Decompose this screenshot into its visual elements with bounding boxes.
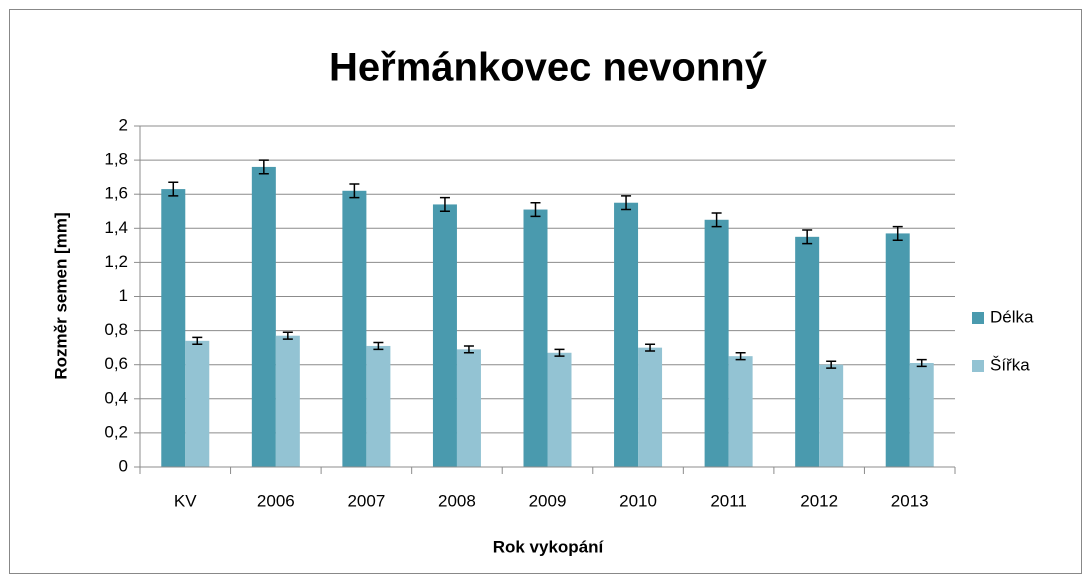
legend-label: Délka [990, 307, 1034, 326]
x-tick-label: 2008 [438, 491, 476, 510]
x-tick-label: 2011 [710, 491, 747, 510]
bar [819, 364, 844, 467]
error-bar [349, 183, 360, 199]
x-tick-label: 2009 [529, 491, 567, 510]
bar [704, 219, 729, 467]
error-bar [645, 343, 656, 352]
error-bar [892, 225, 903, 241]
error-bar [373, 341, 384, 351]
legend-swatch [972, 312, 984, 324]
bar [456, 349, 481, 467]
bar [728, 356, 753, 467]
y-tick-label: 1,8 [104, 150, 128, 169]
x-tick-label: 2006 [257, 491, 295, 510]
bar [275, 335, 300, 467]
error-bar [711, 212, 722, 228]
error-bar [735, 352, 746, 361]
bar [523, 209, 548, 468]
error-bar [530, 201, 541, 218]
chart-title: Heřmánkovec nevonný [329, 46, 768, 90]
x-tick-label: 2012 [800, 491, 838, 510]
error-bar [439, 196, 450, 212]
y-tick-label: 0,6 [104, 354, 128, 373]
bar [185, 340, 210, 467]
y-tick-label: 0,8 [104, 320, 128, 339]
x-tick-label: 2013 [891, 491, 929, 510]
error-bar [554, 348, 565, 357]
x-tick-label: 2010 [619, 491, 657, 510]
bar [432, 204, 457, 467]
y-axis-title: Rozměr semen [mm] [51, 212, 70, 379]
y-tick-label: 1,2 [104, 252, 128, 271]
y-tick-label: 1,6 [104, 184, 128, 203]
error-bar [802, 229, 813, 245]
y-tick-label: 1,4 [104, 218, 128, 237]
bar [161, 189, 186, 467]
x-tick-label: 2007 [347, 491, 385, 510]
y-tick-label: 0,4 [104, 388, 128, 407]
error-bar [463, 345, 474, 354]
bar [547, 352, 572, 467]
bar [795, 236, 820, 467]
error-bar [916, 358, 927, 368]
x-tick-label: KV [174, 491, 197, 510]
bar [909, 362, 934, 467]
legend-swatch [972, 360, 984, 372]
error-bar [168, 181, 179, 197]
error-bar [282, 331, 293, 340]
legend-label: Šířka [990, 355, 1030, 374]
y-tick-label: 0 [119, 456, 128, 475]
bar [342, 190, 367, 468]
error-bar [826, 360, 837, 369]
bar [614, 202, 639, 467]
bar [638, 347, 663, 467]
y-tick-label: 2 [119, 115, 128, 134]
error-bar [258, 159, 269, 175]
error-bar [192, 336, 203, 345]
y-tick-label: 1 [119, 286, 128, 305]
bar [366, 345, 391, 467]
y-tick-label: 0,2 [104, 422, 128, 441]
x-axis-title: Rok vykopání [493, 537, 605, 556]
bar [251, 166, 276, 468]
bar [885, 233, 910, 467]
error-bar [621, 195, 632, 211]
